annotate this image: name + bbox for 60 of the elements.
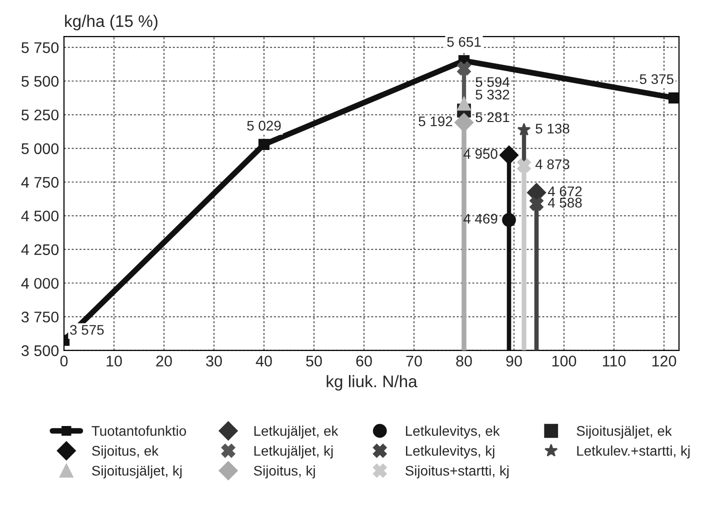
point <box>457 61 471 76</box>
x-axis-title: kg liuk. N/ha <box>326 375 418 391</box>
legend-label: Letkujäljet, ek <box>254 426 338 439</box>
x-tick-label: 100 <box>552 356 576 366</box>
point <box>502 212 516 227</box>
y-tick-label: 5 500 <box>22 76 59 87</box>
x-tick-label: 40 <box>256 356 272 366</box>
data-label: 5 029 <box>247 120 281 131</box>
y-tick-label: 4 750 <box>21 176 59 188</box>
data-label: 5 594 <box>476 77 510 87</box>
legend-label: Letkulevitys, ek <box>406 426 500 439</box>
point <box>668 92 680 104</box>
x-tick-label: 90 <box>506 356 522 366</box>
data-label: 4 672 <box>548 186 582 196</box>
data-label: 3 575 <box>70 324 104 335</box>
x-tick-label: 80 <box>456 356 472 366</box>
data-label: 5 138 <box>536 124 570 134</box>
legend-label: Sijoitusjäljet, ek <box>576 426 672 439</box>
data-label: 5 281 <box>476 112 510 122</box>
data-label: 4 588 <box>548 198 582 208</box>
point <box>457 96 471 111</box>
legend-label: Tuotantofunktio <box>92 426 186 436</box>
legend-label: Letkulev.+startti, kj <box>577 446 690 459</box>
x-tick-label: 30 <box>206 356 222 366</box>
data-label: 5 375 <box>640 74 674 84</box>
data-label: 4 469 <box>463 214 498 224</box>
y-tick-label: 3 500 <box>21 345 59 356</box>
y-tick-label: 5 250 <box>22 110 59 120</box>
x-tick-label: 70 <box>406 356 422 366</box>
point <box>517 122 531 136</box>
legend-label: Sijoitus+startti, kj <box>405 465 509 478</box>
x-tick-label: 10 <box>106 356 122 366</box>
data-label: 4 873 <box>535 159 570 170</box>
x-tick-label: 50 <box>306 356 322 366</box>
y-axis-title: kg/ha (15 %) <box>65 14 158 30</box>
point <box>530 196 544 211</box>
data-label: 4 950 <box>463 149 498 159</box>
legend-label: Sijoitus, kj <box>254 465 315 478</box>
legend-label: Sijoitusjäljet, kj <box>92 465 182 478</box>
y-tick-label: 4 000 <box>21 278 59 289</box>
y-tick-label: 5 000 <box>22 143 59 154</box>
data-label: 5 651 <box>447 37 481 47</box>
x-tick-label: 0 <box>60 356 68 366</box>
data-label: 5 332 <box>476 90 510 100</box>
point <box>258 138 270 150</box>
y-tick-label: 3 750 <box>21 312 59 322</box>
x-tick-label: 20 <box>156 356 172 366</box>
y-tick-label: 4 250 <box>21 244 59 256</box>
legend-label: Sijoitus, ek <box>92 446 159 459</box>
x-tick-label: 120 <box>652 356 676 366</box>
y-tick-label: 5 750 <box>22 42 59 54</box>
legend-label: Letkujäljet, kj <box>254 446 333 459</box>
point <box>454 113 474 132</box>
x-tick-label: 110 <box>602 356 626 366</box>
legend-label: Letkulevitys, kj <box>406 446 494 459</box>
x-tick-label: 60 <box>356 356 372 366</box>
point <box>517 158 531 172</box>
data-label: 5 192 <box>418 116 452 126</box>
y-tick-label: 4 500 <box>21 210 59 222</box>
point <box>499 146 519 165</box>
